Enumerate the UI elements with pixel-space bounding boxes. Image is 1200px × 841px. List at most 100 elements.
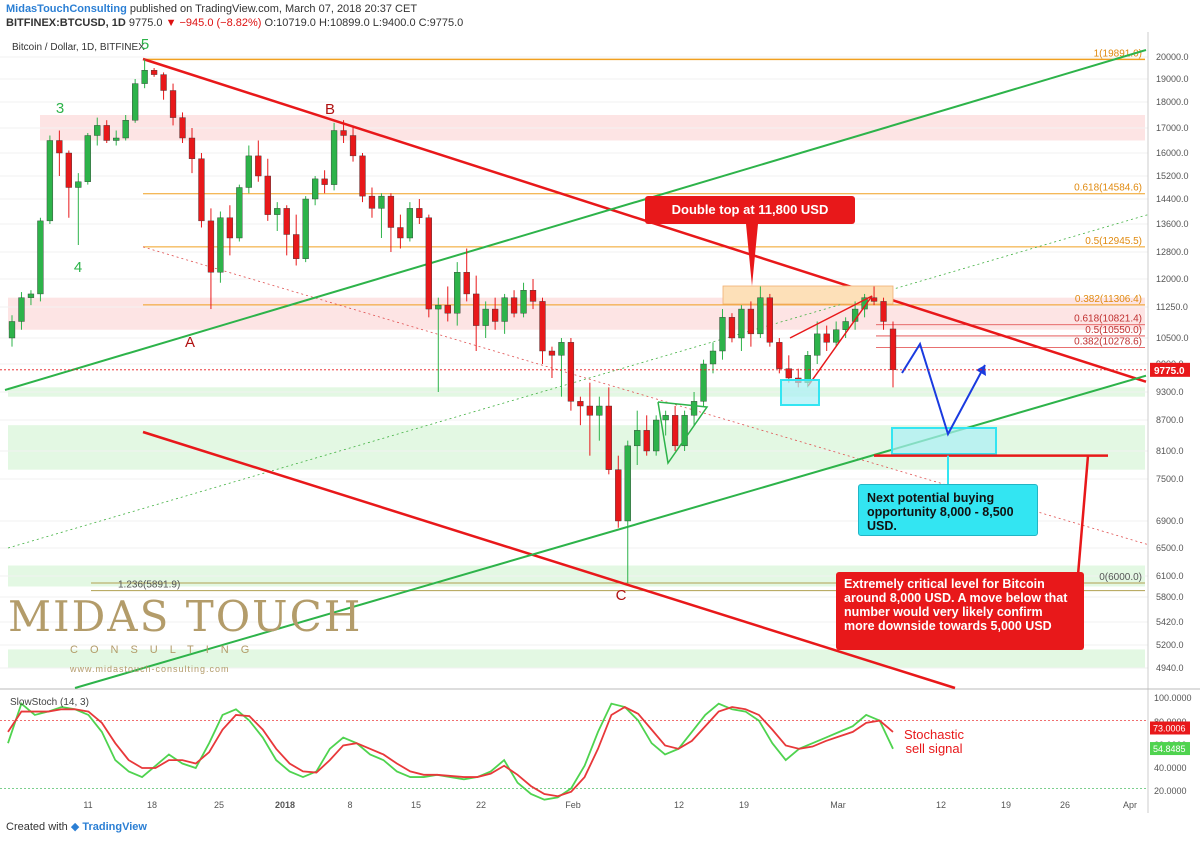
stoch-k-tag-text: 54.8485: [1153, 744, 1186, 754]
candle-body: [27, 293, 35, 298]
candle-body: [416, 208, 423, 218]
candle-body: [709, 350, 717, 365]
zone-5: [8, 649, 1145, 668]
candle-body: [662, 415, 669, 421]
y-tick-label: 4940.0: [1156, 663, 1184, 673]
author-link[interactable]: MidasTouchConsulting: [6, 3, 127, 15]
x-tick-label: 2018: [275, 800, 295, 810]
stoch-d-line: [7, 706, 894, 798]
ohlc-values: O:10719.0 H:10899.0 L:9400.0 C:9775.0: [264, 17, 464, 29]
candle-body: [255, 155, 262, 177]
stoch-pane: [0, 690, 1150, 813]
last-price: 9775.0: [128, 17, 163, 29]
candle-body: [75, 181, 82, 188]
candle-body: [378, 195, 385, 209]
candle-body: [889, 328, 897, 371]
candle-body: [671, 415, 679, 447]
tradingview-icon: ◆: [70, 821, 80, 833]
price-change: ▼ −945.0 (−8.82%): [165, 17, 262, 29]
fib-label: 0.5(10550.0): [1085, 325, 1142, 336]
stoch-k-tag: [1150, 742, 1190, 756]
candle-body: [596, 405, 603, 416]
candle-body: [747, 308, 755, 335]
fib-label: 1.236(5891.9): [118, 580, 180, 591]
candle-body: [18, 297, 25, 322]
wave-label-3: 3: [56, 100, 64, 117]
candle-body: [425, 217, 432, 310]
candle-body: [785, 368, 792, 379]
candle-body: [207, 220, 215, 273]
publish-info: published on TradingView.com, March 07, …: [129, 3, 418, 15]
y-tick-label: 7500.0: [1156, 474, 1184, 484]
candle-body: [122, 119, 129, 139]
candle-body: [444, 304, 451, 314]
candle-body: [842, 321, 849, 330]
candle-body: [776, 342, 783, 369]
midas-logo-sub: CONSULTING: [70, 644, 262, 656]
candle-body: [605, 405, 612, 470]
x-tick-label: 26: [1060, 800, 1070, 810]
y-tick-label: 9300.0: [1156, 387, 1184, 397]
candle-body: [349, 135, 357, 157]
candle-body: [359, 155, 366, 197]
candle-body: [387, 195, 395, 228]
candle-body: [833, 329, 840, 343]
candle-body: [56, 140, 63, 154]
double-top-zone: [722, 285, 894, 305]
midas-logo: MIDAS TOUCH: [8, 592, 363, 641]
cyan-box-target: [891, 427, 997, 455]
candle-body: [113, 137, 120, 141]
x-tick-label: 25: [214, 800, 224, 810]
candle-body: [823, 333, 830, 343]
wave-label-B: B: [325, 101, 335, 118]
y-tick-label: 20000.0: [1156, 52, 1189, 62]
candle-body: [169, 90, 177, 118]
x-tick-label: 15: [411, 800, 421, 810]
candle-body: [615, 469, 622, 522]
candle-body: [510, 297, 518, 314]
candle-body: [321, 178, 328, 185]
candle-body: [738, 308, 745, 339]
y-tick-label: 17000.0: [1156, 123, 1189, 133]
candle-body: [719, 317, 726, 352]
candle-body: [330, 130, 338, 185]
x-tick-label: 12: [674, 800, 684, 810]
tradingview-link[interactable]: TradingView: [82, 821, 147, 833]
stoch-sell-note: Stochastic sell signal: [904, 728, 964, 756]
candle-body: [757, 297, 764, 335]
candle-body: [132, 83, 139, 121]
stoch-note-line1: Stochastic: [904, 727, 964, 742]
candle-body: [624, 445, 631, 522]
y-tick-label: 10500.0: [1156, 333, 1189, 343]
created-with-label: Created with: [6, 821, 68, 833]
bull-flag: [657, 401, 709, 465]
x-tick-label: Apr: [1123, 800, 1137, 810]
critical-pointer: [1076, 455, 1090, 576]
candle-body: [880, 301, 887, 322]
chart-title: Bitcoin / Dollar, 1D, BITFINEX: [12, 42, 145, 53]
buying-opportunity-callout: Next potential buying opportunity 8,000 …: [858, 484, 1038, 536]
candle-body: [94, 125, 101, 136]
candle-body: [501, 297, 508, 322]
candle-body: [340, 130, 347, 136]
double-top-callout: Double top at 11,800 USD: [645, 196, 855, 224]
candle-body: [804, 355, 811, 383]
stoch-level: 100.0000: [1154, 693, 1192, 703]
x-tick-label: 19: [739, 800, 749, 810]
candle-body: [141, 69, 148, 84]
candle-body: [520, 290, 527, 314]
candle-body: [312, 178, 319, 200]
y-tick-label: 8100.0: [1156, 446, 1184, 456]
wave-label-4: 4: [74, 259, 82, 276]
x-tick-label: 18: [147, 800, 157, 810]
candle-body: [217, 217, 224, 273]
candle-body: [482, 308, 489, 326]
candle-body: [245, 155, 252, 188]
green-channel-upper: [4, 49, 1147, 391]
fib-label: 0.382(11306.4): [1075, 294, 1142, 305]
candle-body: [293, 234, 300, 259]
candle-body: [37, 220, 44, 295]
rising-wedge: [789, 295, 873, 387]
candle-body: [681, 415, 688, 447]
